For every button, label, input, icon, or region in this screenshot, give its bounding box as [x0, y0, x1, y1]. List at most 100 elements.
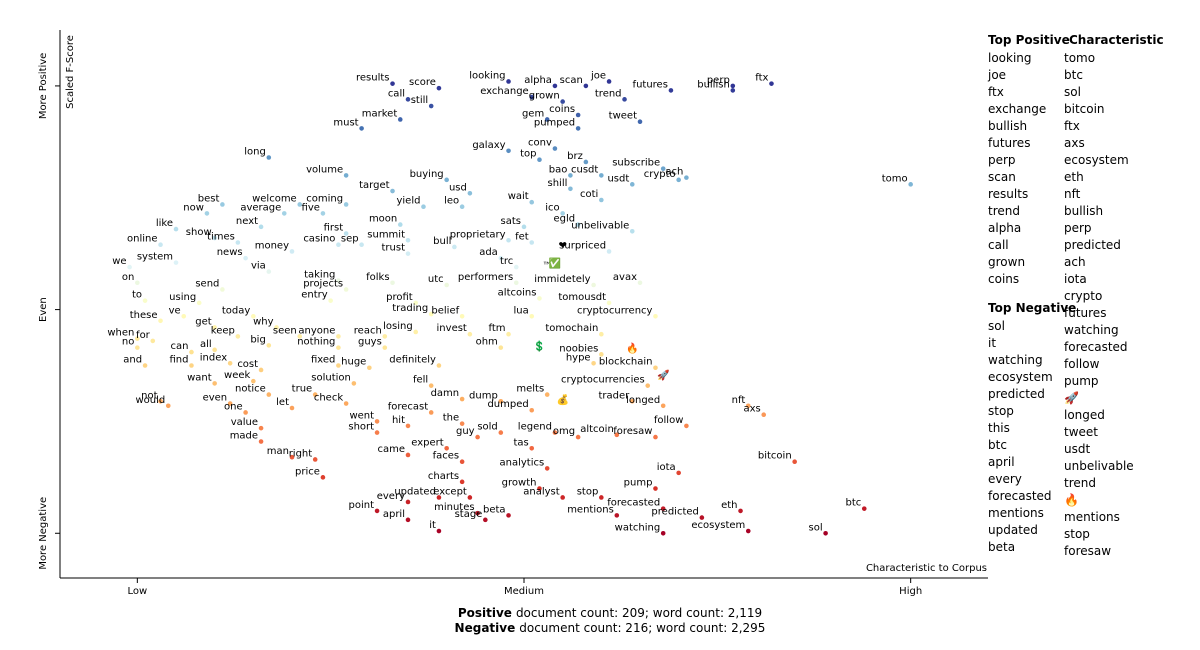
point — [575, 112, 581, 118]
list-item[interactable]: every — [988, 472, 1022, 486]
list-item[interactable]: btc — [988, 438, 1007, 452]
list-item[interactable]: results — [988, 187, 1029, 201]
list-item[interactable]: ftx — [1064, 119, 1080, 133]
list-item[interactable]: watching — [988, 353, 1043, 367]
point-label: trc — [500, 256, 513, 267]
point — [266, 392, 272, 397]
point-label: ve — [169, 305, 181, 316]
point-label: updated — [394, 486, 436, 497]
list-item[interactable]: usdt — [1064, 442, 1091, 456]
list-item[interactable]: sol — [1064, 85, 1081, 99]
list-item[interactable]: futures — [1064, 306, 1107, 320]
list-item[interactable]: coins — [988, 272, 1020, 286]
list-item[interactable]: ecosystem — [1064, 153, 1129, 167]
list-item[interactable]: nft — [1064, 187, 1081, 201]
list-item[interactable]: axs — [1064, 136, 1085, 150]
point-label: short — [348, 422, 374, 433]
list-item[interactable]: foresaw — [1064, 544, 1112, 558]
point — [297, 202, 303, 207]
point-label: casino — [303, 234, 335, 245]
list-item[interactable]: longed — [1064, 408, 1105, 422]
list-item[interactable]: follow — [1064, 357, 1100, 371]
point — [405, 452, 411, 458]
list-item[interactable]: pump — [1064, 374, 1099, 388]
list-item[interactable]: unbelivable — [1064, 459, 1134, 473]
list-item[interactable]: this — [988, 421, 1010, 435]
list-item[interactable]: updated — [988, 523, 1038, 537]
list-item[interactable]: looking — [988, 51, 1032, 65]
list-item[interactable]: trend — [1064, 476, 1096, 490]
point — [653, 434, 658, 440]
list-item[interactable]: forecasted — [988, 489, 1052, 503]
list-item[interactable]: bullish — [988, 119, 1028, 133]
list-item[interactable]: bitcoin — [1064, 102, 1105, 116]
list-item[interactable]: stop — [1064, 527, 1090, 541]
point-label: follow — [654, 415, 684, 426]
point — [405, 499, 411, 505]
list-item[interactable]: it — [988, 336, 997, 350]
list-item[interactable]: futures — [988, 136, 1031, 150]
list-item[interactable]: sol — [988, 319, 1005, 333]
point-label: moon — [369, 214, 397, 225]
list-item[interactable]: alpha — [988, 221, 1022, 235]
point-label: next — [236, 216, 258, 227]
list-item[interactable]: stop — [988, 404, 1014, 418]
list-item[interactable]: perp — [988, 153, 1016, 167]
point — [266, 269, 272, 274]
point-label: tomo — [882, 173, 908, 184]
point — [444, 445, 449, 451]
point — [289, 454, 295, 460]
point — [599, 173, 604, 178]
point — [823, 530, 828, 536]
characteristic: Characteristic tomo btc sol bitcoin ftx axs ec… — [1064, 32, 1164, 560]
list-item[interactable]: exchange — [988, 102, 1047, 116]
point — [266, 155, 272, 160]
point-label: ftm — [489, 323, 506, 334]
point — [668, 88, 674, 93]
list-item[interactable]: april — [988, 455, 1015, 469]
list-item[interactable]: tweet — [1064, 425, 1098, 439]
list-item[interactable]: tomo — [1064, 51, 1096, 65]
list-item[interactable]: ftx — [988, 85, 1004, 99]
list-item[interactable]: perp — [1064, 221, 1092, 235]
y-tick-label: Even — [38, 297, 49, 322]
list-item[interactable]: forecasted — [1064, 340, 1128, 354]
point — [158, 398, 163, 404]
point-label: using — [169, 292, 196, 303]
point-label: performers — [458, 272, 513, 283]
list-item[interactable]: scan — [988, 170, 1016, 184]
point — [637, 280, 643, 286]
list-item[interactable]: joe — [988, 68, 1007, 82]
list-item[interactable]: iota — [1064, 272, 1087, 286]
point — [390, 188, 395, 194]
list-item[interactable]: ach — [1064, 255, 1086, 269]
list-item[interactable]: grown — [988, 255, 1026, 269]
list-item[interactable]: beta — [988, 540, 1016, 554]
point — [861, 506, 867, 511]
list-item[interactable]: btc — [1064, 68, 1083, 82]
point-label: like — [156, 218, 173, 229]
list-item[interactable]: watching — [1064, 323, 1119, 337]
list-item[interactable]: trend — [988, 204, 1020, 218]
list-item[interactable]: bullish — [1064, 204, 1104, 218]
point-label: blockchain — [599, 357, 653, 368]
point-label: it — [429, 520, 436, 531]
list-item[interactable]: mentions — [1064, 510, 1120, 524]
list-item[interactable]: eth — [1064, 170, 1084, 184]
list-item[interactable]: call — [988, 238, 1009, 252]
list-item[interactable]: crypto — [1064, 289, 1103, 303]
point — [459, 421, 465, 426]
point — [351, 381, 357, 386]
emoji-point: 🚀 — [657, 368, 670, 381]
list-item[interactable]: mentions — [988, 506, 1044, 520]
point — [173, 260, 179, 265]
list-item[interactable]: 🔥 — [1064, 493, 1079, 507]
list-item[interactable]: ecosystem — [988, 370, 1053, 384]
point-label: egld — [553, 214, 575, 225]
list-item[interactable]: predicted — [988, 387, 1045, 401]
point-label: notice — [235, 384, 266, 395]
point-label: hype — [566, 352, 591, 363]
list-item[interactable]: predicted — [1064, 238, 1121, 252]
list-item[interactable]: 🚀 — [1064, 391, 1079, 405]
point-label: coins — [549, 104, 575, 115]
